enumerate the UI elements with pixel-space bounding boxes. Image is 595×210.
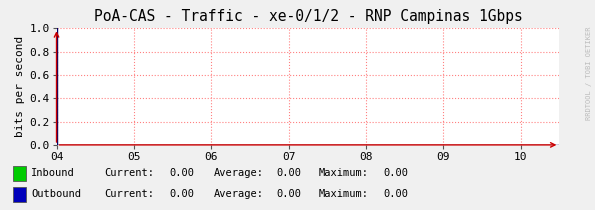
- Text: Current:: Current:: [104, 168, 154, 178]
- Text: 0.00: 0.00: [277, 168, 302, 178]
- Text: 0.00: 0.00: [277, 189, 302, 199]
- Text: 0.00: 0.00: [170, 189, 195, 199]
- Text: Current:: Current:: [104, 189, 154, 199]
- Text: Average:: Average:: [214, 189, 264, 199]
- Text: Outbound: Outbound: [31, 189, 81, 199]
- Title: PoA-CAS - Traffic - xe-0/1/2 - RNP Campinas 1Gbps: PoA-CAS - Traffic - xe-0/1/2 - RNP Campi…: [93, 9, 522, 24]
- Y-axis label: bits per second: bits per second: [15, 36, 25, 137]
- Text: Average:: Average:: [214, 168, 264, 178]
- Text: Maximum:: Maximum:: [318, 189, 368, 199]
- Text: 0.00: 0.00: [384, 168, 409, 178]
- Text: 0.00: 0.00: [384, 189, 409, 199]
- Text: 0.00: 0.00: [170, 168, 195, 178]
- Text: Inbound: Inbound: [31, 168, 75, 178]
- Text: RRDTOOL / TOBI OETIKER: RRDTOOL / TOBI OETIKER: [586, 27, 592, 120]
- Text: Maximum:: Maximum:: [318, 168, 368, 178]
